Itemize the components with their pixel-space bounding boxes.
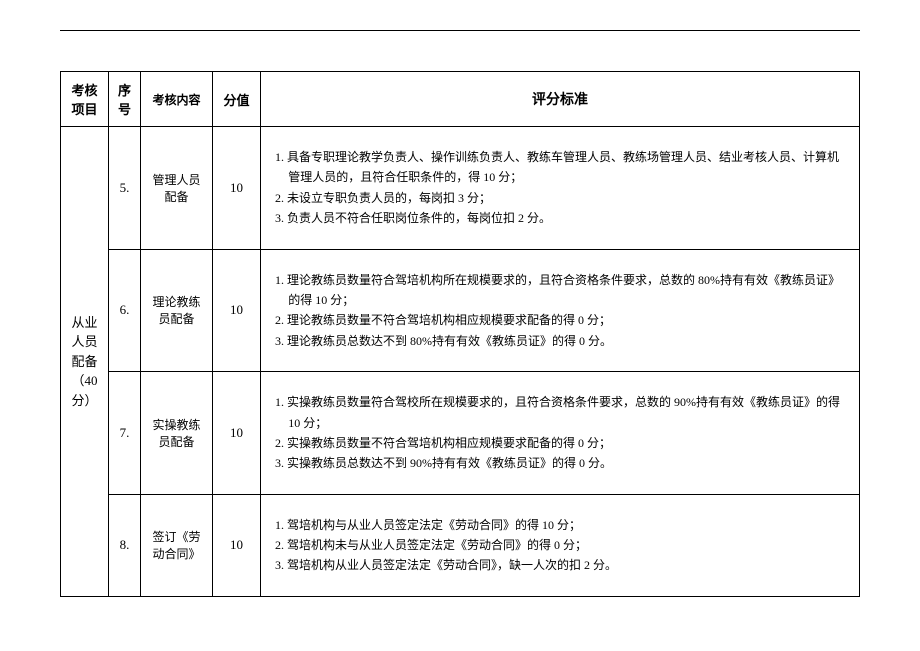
table-row: 6. 理论教练员配备 10 1. 理论教练员数量符合驾培机构所在规模要求的，且符…	[61, 249, 860, 372]
criteria-item: 1. 驾培机构与从业人员签定法定《劳动合同》的得 10 分；	[275, 515, 849, 535]
row-content: 签订《劳动合同》	[141, 494, 213, 596]
criteria-item: 2. 驾培机构未与从业人员签定法定《劳动合同》的得 0 分；	[275, 535, 849, 555]
table-row: 7. 实操教练员配备 10 1. 实操教练员数量符合驾校所在规模要求的，且符合资…	[61, 372, 860, 495]
header-score: 分值	[213, 72, 261, 127]
criteria-item: 3. 实操教练员总数达不到 90%持有有效《教练员证》的得 0 分。	[275, 453, 849, 473]
row-score: 10	[213, 127, 261, 250]
criteria-item: 2. 未设立专职负责人员的，每岗扣 3 分；	[275, 188, 849, 208]
row-criteria: 1. 驾培机构与从业人员签定法定《劳动合同》的得 10 分； 2. 驾培机构未与…	[261, 494, 860, 596]
header-category: 考核项目	[61, 72, 109, 127]
row-score: 10	[213, 249, 261, 372]
row-content: 实操教练员配备	[141, 372, 213, 495]
row-score: 10	[213, 372, 261, 495]
criteria-item: 1. 具备专职理论教学负责人、操作训练负责人、教练车管理人员、教练场管理人员、结…	[275, 147, 849, 188]
criteria-list: 1. 具备专职理论教学负责人、操作训练负责人、教练车管理人员、教练场管理人员、结…	[275, 147, 849, 229]
page-top-rule	[60, 30, 860, 31]
criteria-item: 2. 理论教练员数量不符合驾培机构相应规模要求配备的得 0 分；	[275, 310, 849, 330]
category-cell: 从业人员配备（40 分）	[61, 127, 109, 597]
row-content: 理论教练员配备	[141, 249, 213, 372]
row-content: 管理人员配备	[141, 127, 213, 250]
table-row: 8. 签订《劳动合同》 10 1. 驾培机构与从业人员签定法定《劳动合同》的得 …	[61, 494, 860, 596]
criteria-list: 1. 实操教练员数量符合驾校所在规模要求的，且符合资格条件要求，总数的 90%持…	[275, 392, 849, 474]
row-criteria: 1. 实操教练员数量符合驾校所在规模要求的，且符合资格条件要求，总数的 90%持…	[261, 372, 860, 495]
assessment-table: 考核项目 序号 考核内容 分值 评分标准 从业人员配备（40 分） 5. 管理人…	[60, 71, 860, 597]
criteria-list: 1. 驾培机构与从业人员签定法定《劳动合同》的得 10 分； 2. 驾培机构未与…	[275, 515, 849, 576]
table-row: 从业人员配备（40 分） 5. 管理人员配备 10 1. 具备专职理论教学负责人…	[61, 127, 860, 250]
criteria-list: 1. 理论教练员数量符合驾培机构所在规模要求的，且符合资格条件要求，总数的 80…	[275, 270, 849, 352]
table-body: 从业人员配备（40 分） 5. 管理人员配备 10 1. 具备专职理论教学负责人…	[61, 127, 860, 597]
criteria-item: 3. 驾培机构从业人员签定法定《劳动合同》，缺一人次的扣 2 分。	[275, 555, 849, 575]
row-score: 10	[213, 494, 261, 596]
row-criteria: 1. 具备专职理论教学负责人、操作训练负责人、教练车管理人员、教练场管理人员、结…	[261, 127, 860, 250]
row-num: 6.	[109, 249, 141, 372]
category-label: 从业人员配备（40 分）	[67, 313, 102, 411]
criteria-item: 3. 负责人员不符合任职岗位条件的，每岗位扣 2 分。	[275, 208, 849, 228]
row-criteria: 1. 理论教练员数量符合驾培机构所在规模要求的，且符合资格条件要求，总数的 80…	[261, 249, 860, 372]
table-header-row: 考核项目 序号 考核内容 分值 评分标准	[61, 72, 860, 127]
criteria-item: 2. 实操教练员数量不符合驾培机构相应规模要求配备的得 0 分；	[275, 433, 849, 453]
criteria-item: 1. 理论教练员数量符合驾培机构所在规模要求的，且符合资格条件要求，总数的 80…	[275, 270, 849, 311]
header-num: 序号	[109, 72, 141, 127]
row-num: 5.	[109, 127, 141, 250]
criteria-item: 1. 实操教练员数量符合驾校所在规模要求的，且符合资格条件要求，总数的 90%持…	[275, 392, 849, 433]
criteria-item: 3. 理论教练员总数达不到 80%持有有效《教练员证》的得 0 分。	[275, 331, 849, 351]
row-num: 8.	[109, 494, 141, 596]
row-num: 7.	[109, 372, 141, 495]
header-content: 考核内容	[141, 72, 213, 127]
header-criteria: 评分标准	[261, 72, 860, 127]
